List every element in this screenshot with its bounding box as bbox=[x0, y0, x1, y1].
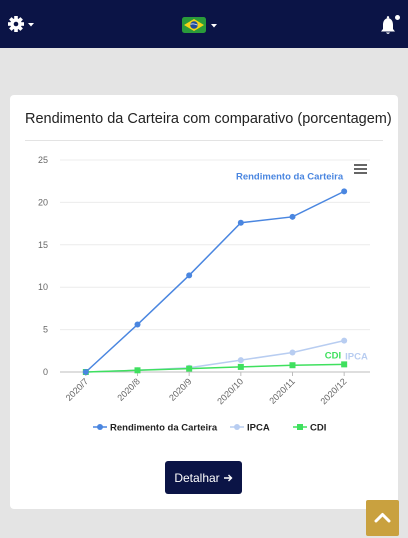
legend-marker bbox=[234, 424, 240, 430]
top-bar bbox=[0, 0, 408, 48]
notifications-button[interactable] bbox=[378, 13, 402, 37]
settings-dropdown[interactable] bbox=[7, 14, 37, 36]
legend-marker bbox=[297, 424, 303, 430]
series-end-label: IPCA bbox=[345, 351, 368, 362]
detail-button[interactable]: Detalhar bbox=[165, 461, 242, 494]
series-end-label: Rendimento da Carteira bbox=[236, 171, 344, 182]
y-tick-label: 10 bbox=[38, 282, 48, 292]
bell-icon bbox=[381, 15, 400, 34]
divider bbox=[25, 140, 383, 141]
legend-item[interactable]: IPCA bbox=[230, 423, 270, 434]
hamburger-menu-icon[interactable] bbox=[354, 164, 367, 174]
y-tick-label: 25 bbox=[38, 155, 48, 165]
arrow-right-icon bbox=[223, 474, 233, 481]
legend-item[interactable]: Rendimento da Carteira bbox=[93, 423, 218, 434]
data-point bbox=[341, 361, 348, 368]
x-tick-label: 2020/8 bbox=[115, 376, 142, 403]
data-point bbox=[237, 219, 244, 226]
legend-label: Rendimento da Carteira bbox=[110, 423, 218, 434]
y-tick-label: 15 bbox=[38, 240, 48, 250]
brazil-flag-icon bbox=[182, 17, 217, 33]
legend-marker bbox=[97, 424, 103, 430]
series-line-0 bbox=[85, 190, 345, 373]
data-point bbox=[341, 188, 348, 195]
data-point bbox=[289, 362, 296, 369]
card-title: Rendimento da Carteira com comparativo (… bbox=[25, 111, 392, 127]
legend-item[interactable]: CDI bbox=[293, 423, 326, 434]
caret-down-icon bbox=[28, 23, 34, 27]
scroll-to-top-button[interactable] bbox=[366, 500, 399, 536]
detail-button-label: Detalhar bbox=[174, 470, 220, 485]
chevron-up-icon bbox=[374, 513, 391, 523]
x-tick-label: 2020/10 bbox=[215, 376, 245, 406]
portfolio-card: Rendimento da Carteira com comparativo (… bbox=[10, 95, 398, 509]
x-tick-label: 2020/12 bbox=[318, 376, 348, 406]
data-point bbox=[341, 337, 348, 344]
x-tick-label: 2020/7 bbox=[64, 376, 91, 403]
notification-dot bbox=[395, 15, 400, 20]
data-point bbox=[289, 349, 296, 356]
data-point bbox=[237, 363, 244, 370]
x-tick-label: 2020/11 bbox=[267, 376, 297, 406]
data-point bbox=[134, 321, 141, 328]
data-point bbox=[237, 357, 244, 364]
caret-down-icon bbox=[211, 24, 217, 28]
y-tick-label: 5 bbox=[43, 325, 48, 335]
legend-label: CDI bbox=[310, 423, 326, 434]
y-tick-label: 0 bbox=[43, 367, 48, 377]
data-point bbox=[82, 369, 89, 375]
data-point bbox=[186, 272, 193, 279]
y-tick-label: 20 bbox=[38, 197, 48, 207]
language-dropdown[interactable] bbox=[182, 15, 222, 35]
gear-icon bbox=[8, 16, 34, 32]
series-line-2 bbox=[85, 363, 345, 373]
data-point bbox=[289, 213, 296, 220]
legend-label: IPCA bbox=[247, 423, 270, 434]
series-end-label: CDI bbox=[325, 350, 341, 361]
performance-chart: 0 5 10 15 20 25 2020/7 2020/8 2020/9 2020/10 2020… bbox=[38, 155, 370, 434]
data-point bbox=[134, 367, 141, 374]
data-point bbox=[186, 365, 193, 372]
x-tick-label: 2020/9 bbox=[167, 376, 194, 403]
